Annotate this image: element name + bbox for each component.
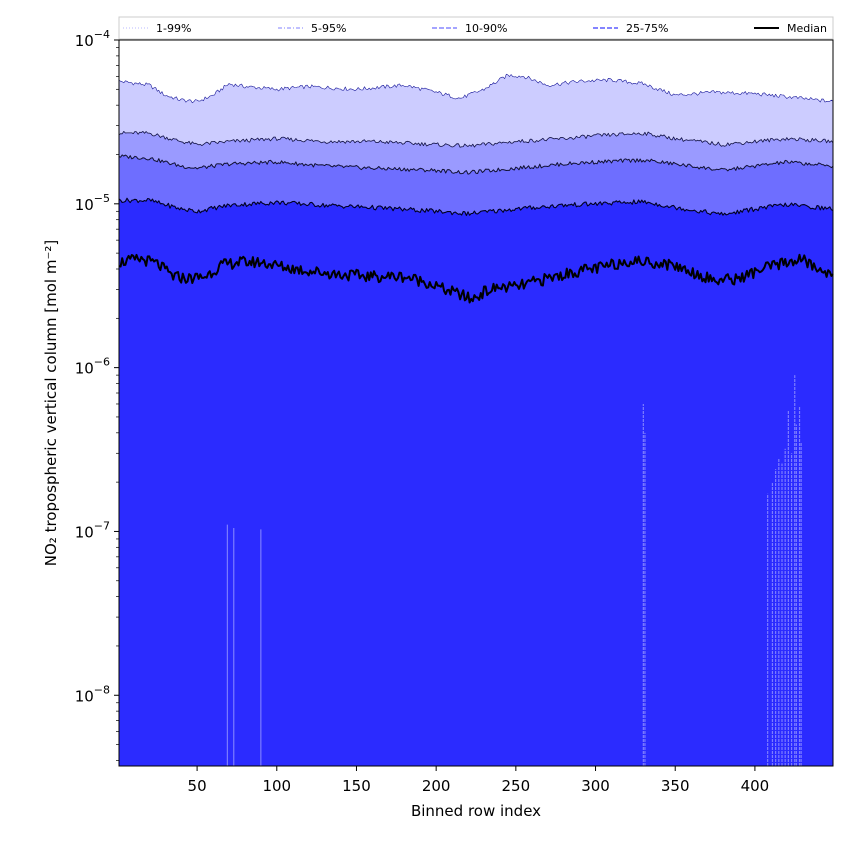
p99-line (118, 73, 834, 104)
y-tick-label: 10−8 (75, 683, 110, 705)
y-tick-label: 10−7 (75, 519, 110, 541)
p75-line (118, 197, 834, 217)
x-tick-label: 350 (661, 777, 690, 795)
legend-label: 5-95% (311, 22, 346, 35)
legend-label: Median (787, 22, 827, 35)
x-tick-label: 150 (342, 777, 371, 795)
percentile-bands (119, 40, 833, 766)
plot-frame (118, 39, 834, 767)
median-line (118, 253, 834, 304)
legend-label: 10-90% (465, 22, 507, 35)
x-tick-label: 100 (262, 777, 291, 795)
p95-line (118, 130, 834, 148)
x-tick-label: 400 (741, 777, 770, 795)
band-10-90 (119, 154, 833, 216)
x-axis-label: Binned row index (411, 802, 541, 820)
band-25-75 (119, 198, 833, 766)
y-axis-ticks: 10−8 10−7 10−6 10−5 10−4 (75, 28, 119, 761)
y-tick-label: 10−4 (75, 28, 110, 50)
band-5-95 (119, 131, 833, 175)
band-outer (119, 74, 833, 148)
legend: 1-99% 5-95% 10-90% 25-75% Median (118, 16, 834, 40)
lower-spikes (226, 375, 802, 766)
y-tick-label: 10−6 (75, 356, 110, 378)
legend-label: 1-99% (156, 22, 191, 35)
series-lines (118, 73, 834, 304)
area-above-p99 (119, 40, 833, 103)
x-tick-label: 50 (188, 777, 207, 795)
p90-line (118, 154, 834, 175)
y-tick-label: 10−5 (75, 192, 110, 214)
x-axis-ticks: 50 100 150 200 250 300 350 400 (188, 766, 770, 795)
y-axis-label: NO₂ tropospheric vertical column [mol m⁻… (42, 240, 60, 566)
x-tick-label: 250 (502, 777, 531, 795)
legend-box (118, 16, 834, 40)
x-tick-label: 300 (581, 777, 610, 795)
legend-label: 25-75% (626, 22, 668, 35)
x-tick-label: 200 (422, 777, 451, 795)
